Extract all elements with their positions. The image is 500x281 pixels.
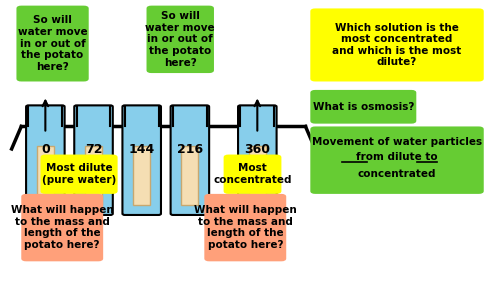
Text: What is osmosis?: What is osmosis? — [312, 102, 414, 112]
FancyBboxPatch shape — [170, 105, 209, 215]
Text: 72: 72 — [85, 143, 102, 156]
Text: 0: 0 — [41, 143, 50, 156]
FancyBboxPatch shape — [146, 6, 214, 73]
Text: from dilute to: from dilute to — [356, 152, 438, 162]
Text: Most
concentrated: Most concentrated — [214, 164, 292, 185]
Text: What will happen
to the mass and
length of the
potato here?: What will happen to the mass and length … — [194, 205, 296, 250]
Text: 216: 216 — [177, 143, 203, 156]
FancyBboxPatch shape — [310, 90, 416, 124]
Text: So will
water move
in or out of
the potato
here?: So will water move in or out of the pota… — [18, 15, 87, 72]
Text: Most dilute
(pure water): Most dilute (pure water) — [42, 164, 116, 185]
Text: Movement of water particles: Movement of water particles — [312, 137, 482, 147]
FancyBboxPatch shape — [204, 194, 286, 261]
FancyBboxPatch shape — [26, 105, 64, 215]
FancyBboxPatch shape — [74, 105, 113, 215]
Text: concentrated: concentrated — [358, 169, 436, 179]
Text: What will happen
to the mass and
length of the
potato here?: What will happen to the mass and length … — [11, 205, 114, 250]
Text: Which solution is the
most concentrated
and which is the most
dilute?: Which solution is the most concentrated … — [332, 22, 462, 67]
Bar — [134, 146, 150, 205]
FancyBboxPatch shape — [22, 194, 103, 261]
Bar — [249, 146, 266, 205]
FancyBboxPatch shape — [122, 105, 161, 215]
FancyBboxPatch shape — [310, 126, 484, 194]
FancyBboxPatch shape — [224, 155, 282, 194]
FancyBboxPatch shape — [16, 6, 88, 81]
Text: So will
water move
in or out of
the potato
here?: So will water move in or out of the pota… — [146, 11, 215, 67]
Bar — [182, 146, 198, 205]
Text: 144: 144 — [128, 143, 155, 156]
FancyBboxPatch shape — [40, 155, 117, 194]
Bar — [37, 146, 54, 205]
FancyBboxPatch shape — [310, 8, 484, 81]
FancyBboxPatch shape — [238, 105, 277, 215]
Bar — [85, 146, 102, 205]
Text: 360: 360 — [244, 143, 270, 156]
